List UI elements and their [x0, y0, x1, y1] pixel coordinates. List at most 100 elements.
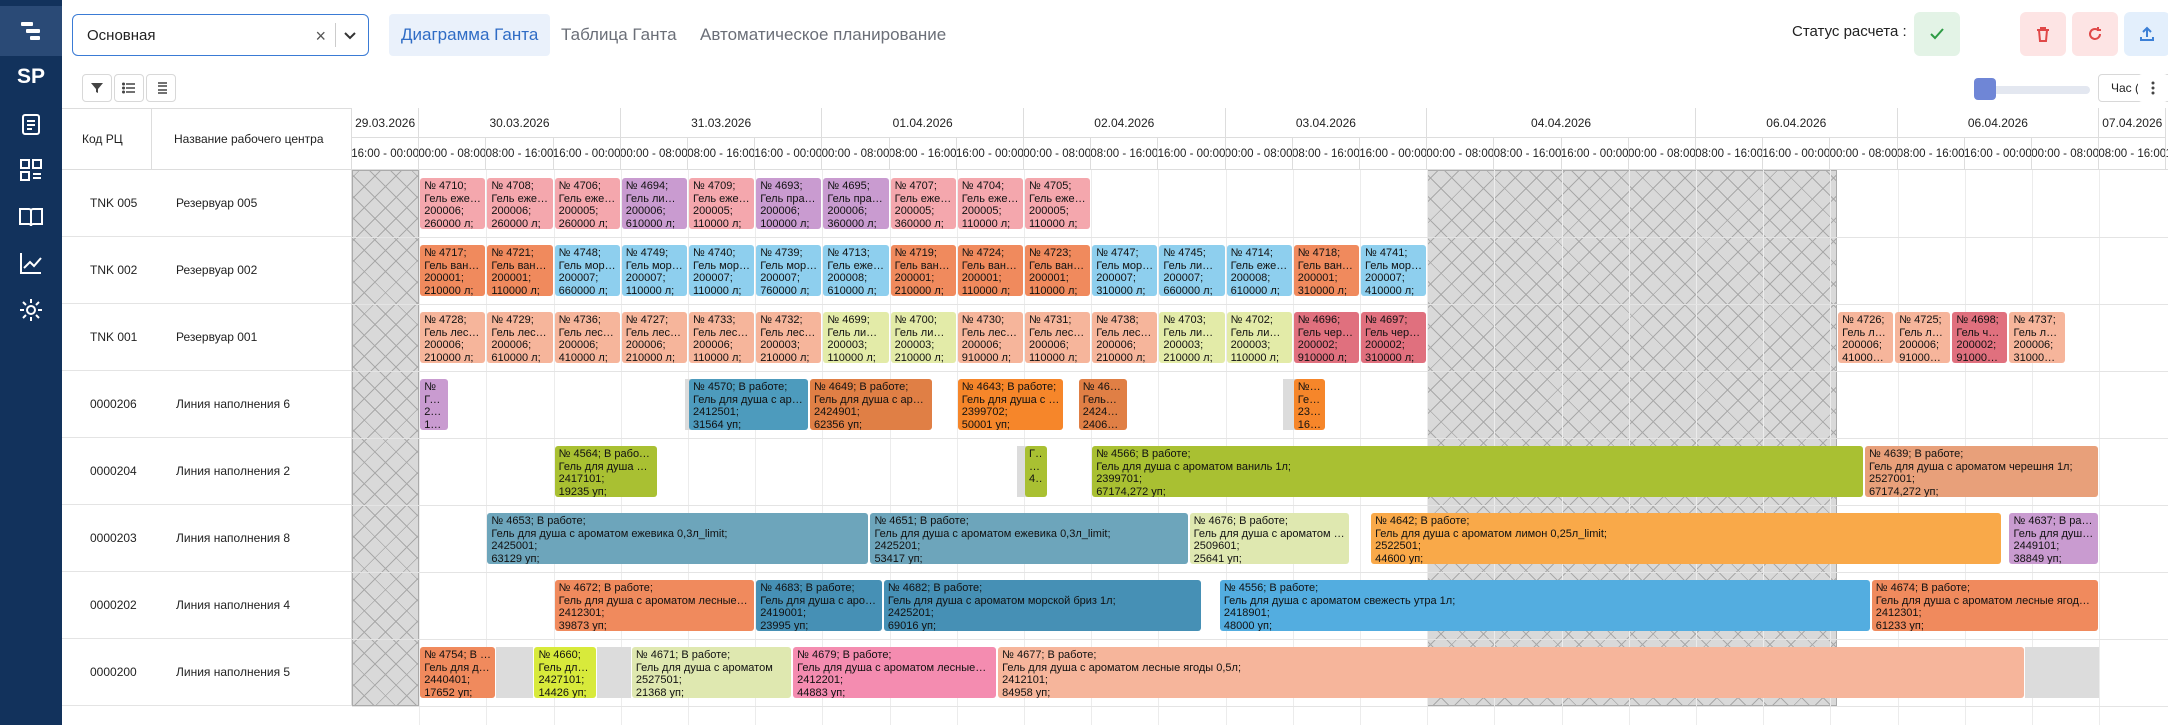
task-bar[interactable]: № 4676; В работе; Гель для душа с аромато… — [1189, 513, 1349, 564]
work-center-code[interactable]: TNK 005 — [62, 170, 152, 237]
orders-nav-item[interactable] — [0, 99, 62, 149]
task-bar[interactable]: № 4674; В работе; Гель для душа с аромато… — [1871, 580, 2099, 631]
task-bar[interactable]: № 4726;Гель лес…200006;410000 л; — [1838, 312, 1894, 363]
task-bar[interactable]: № 4677; В работе; Гель для душа с аромато… — [998, 647, 2025, 698]
task-bar[interactable]: № 4739; Гель мор… 200007; 760000 л; — [756, 245, 822, 296]
task-bar[interactable]: № 4643; В работе;Гель для душа с аро…239… — [957, 379, 1064, 430]
task-bar[interactable]: № 4717; Гель ван… 200001; 210000 л; — [420, 245, 486, 296]
task-bar[interactable]: № 4564; В работе; Гель для душа с… 2417101… — [554, 446, 657, 497]
sp-logo[interactable]: SP — [16, 65, 45, 88]
task-bar[interactable]: № 4672; В работе; Гель для душа с аромато… — [554, 580, 755, 631]
task-bar[interactable]: № 4682; В работе; Гель для душа с аромато… — [883, 580, 1202, 631]
more-button[interactable] — [2138, 74, 2168, 102]
task-bar[interactable]: № 4713; Гель еже… 200008; 610000 л; — [823, 245, 889, 296]
work-center-code[interactable]: 0000202 — [62, 572, 152, 639]
task-bar[interactable]: № 4698;Гель чер…200002;910000 л; — [1952, 312, 2008, 363]
task-bar[interactable]: № 4671; В работе; Гель для душа с аромато… — [631, 647, 792, 698]
tab-gantt-chart[interactable]: Диаграмма Ганта — [389, 14, 551, 56]
task-bar[interactable]: № 4642; В работе; Гель для душа с аромато… — [1371, 513, 2001, 564]
task-bar[interactable]: № 4747; Гель мор… 200007; 310000 л; — [1092, 245, 1158, 296]
task-bar[interactable]: № 4695; Гель пра… 200006; 360000 л; — [823, 178, 889, 229]
task-bar[interactable]: № 4637; В работе;Гель для душа …2449101;… — [2009, 513, 2099, 564]
task-bar[interactable]: № 4728; Гель лес… 200006; 210000 л; — [420, 312, 486, 363]
task-bar[interactable]: № 4740; Гель мор… 200007; 110000 л; — [689, 245, 755, 296]
zoom-slider-track[interactable] — [1982, 86, 2090, 94]
task-bar[interactable]: № 4748; Гель мор… 200007; 660000 л; — [554, 245, 620, 296]
task-bar[interactable]: № 4705; Гель еже… 200005; 110000 л; — [1025, 178, 1091, 229]
task-bar[interactable]: № 4709; Гель еже… 200005; 110000 л; — [689, 178, 755, 229]
dashboard-nav-item[interactable] — [0, 145, 62, 195]
task-bar[interactable]: № 4706; Гель еже… 200005; 260000 л; — [554, 178, 620, 229]
delete-button[interactable] — [2020, 12, 2066, 56]
task-bar[interactable]: № 4699; Гель лим… 200003; 110000 л; — [823, 312, 889, 363]
task-bar[interactable]: №… Ге… 23… 16… — [1293, 379, 1326, 430]
task-bar[interactable]: № 4703; Гель лим… 200003; 210000 л; — [1159, 312, 1225, 363]
task-bar[interactable]: № 4719; Гель ван… 200001; 210000 л; — [890, 245, 956, 296]
work-center-name[interactable]: Линия наполнения 6 — [152, 371, 352, 438]
clear-icon[interactable]: × — [315, 26, 326, 46]
task-bar[interactable]: № 4737;Гель лес…200006;310000 л; — [2009, 312, 2065, 363]
task-bar[interactable]: № 4724; Гель ван… 200001; 110000 л; — [957, 245, 1023, 296]
task-bar[interactable]: № 4700; Гель лим… 200003; 210000 л; — [890, 312, 956, 363]
detail-list-button[interactable] — [146, 74, 176, 102]
task-bar[interactable]: № 4725;Гель лес…200006;910000 л; — [1895, 312, 1951, 363]
task-bar[interactable]: № 4696; Гель чер… 200002; 910000 л; — [1293, 312, 1359, 363]
work-center-name[interactable]: Линия наполнения 8 — [152, 505, 352, 572]
export-button[interactable] — [2124, 12, 2168, 56]
work-center-name[interactable]: Линия наполнения 4 — [152, 572, 352, 639]
task-bar[interactable]: № 4566; В работе; Гель для душа с аромато… — [1092, 446, 1863, 497]
task-bar[interactable]: № 4723; Гель ван… 200001; 110000 л; — [1025, 245, 1091, 296]
task-bar[interactable]: № 4729; Гель лес… 200006; 610000 л; — [487, 312, 553, 363]
task-bar[interactable]: № 4730; Гель лес… 200006; 910000 л; — [957, 312, 1023, 363]
task-bar[interactable]: № 4649; В работе; Гель для душа с аро… 242… — [809, 379, 933, 430]
calc-status-ok-button[interactable] — [1914, 12, 1960, 56]
chevron-down-icon[interactable] — [342, 27, 358, 43]
task-bar[interactable]: № 4679; В работе; Гель для душа с аромато… — [793, 647, 997, 698]
work-center-code[interactable]: TNK 001 — [62, 304, 152, 371]
work-center-name[interactable]: Линия наполнения 2 — [152, 438, 352, 505]
task-bar[interactable]: № 4741; Гель мор… 200007; 410000 л; — [1361, 245, 1427, 296]
task-bar[interactable]: № 4710; Гель еже… 200006; 260000 л; — [420, 178, 486, 229]
task-bar[interactable]: № 4556; В работе; Гель для душа с аромато… — [1219, 580, 1870, 631]
tab-auto-planning[interactable]: Автоматическое планирование — [700, 25, 947, 44]
task-bar[interactable]: № 4653; В работе; Гель для душа с аромато… — [487, 513, 869, 564]
task-bar[interactable]: № 4651; В работе; Гель для душа с аромато… — [870, 513, 1188, 564]
work-center-code[interactable]: TNK 002 — [62, 237, 152, 304]
work-center-name[interactable]: Резервуар 002 — [152, 237, 352, 304]
task-bar[interactable]: № 4660; Гель для… 2427101; 14426 уп; — [534, 647, 597, 698]
task-bar[interactable]: № 4644; Гель… 24249… 24060… — [1078, 379, 1128, 430]
gantt-nav-item[interactable] — [0, 6, 62, 56]
task-bar[interactable]: № 4754; В р… Гель для ду… 2440401; 17652 уп… — [420, 647, 496, 698]
task-bar[interactable]: № 4697; Гель чер… 200002; 310000 л; — [1361, 312, 1427, 363]
analytics-nav-item[interactable] — [0, 238, 62, 288]
task-bar[interactable]: № 4714; Гель еже… 200008; 610000 л; — [1226, 245, 1292, 296]
work-center-code[interactable]: 0000206 — [62, 371, 152, 438]
task-bar[interactable]: № 4721; Гель ван… 200001; 110000 л; — [487, 245, 553, 296]
task-bar[interactable]: № 4683; В работе; Гель для душа с аро… 241… — [756, 580, 882, 631]
task-bar[interactable]: № 4733; Гель лес… 200006; 110000 л; — [689, 312, 755, 363]
work-center-name[interactable]: Линия наполнения 5 — [152, 639, 352, 706]
task-bar[interactable]: № 4707; Гель еже… 200005; 360000 л; — [890, 178, 956, 229]
plan-select[interactable]: Основная × — [72, 14, 369, 56]
task-bar[interactable]: № 4639; В работе; Гель для душа с аромато… — [1865, 446, 2099, 497]
zoom-slider-handle[interactable] — [1974, 78, 1996, 100]
task-bar[interactable]: Г……4… — [1025, 446, 1047, 497]
task-bar[interactable]: № 4736; Гель лес… 200006; 410000 л; — [554, 312, 620, 363]
task-bar[interactable]: № 4738; Гель лес… 200006; 210000 л; — [1092, 312, 1158, 363]
work-center-code[interactable]: 0000203 — [62, 505, 152, 572]
task-bar[interactable]: № 4727; Гель лес… 200006; 210000 л; — [621, 312, 687, 363]
settings-nav-item[interactable] — [0, 285, 62, 335]
task-bar[interactable]: № 4704; Гель еже… 200005; 110000 л; — [957, 178, 1023, 229]
task-bar[interactable]: № 4732; Гель лес… 200003; 210000 л; — [756, 312, 822, 363]
task-bar[interactable]: № 4749; Гель мор… 200007; 110000 л; — [621, 245, 687, 296]
refresh-button[interactable] — [2072, 12, 2118, 56]
task-bar[interactable]: № 4694; Гель лим… 200006; 610000 л; — [621, 178, 687, 229]
tab-gantt-table[interactable]: Таблица Ганта — [561, 25, 677, 44]
task-bar[interactable]: № 4570; В работе; Гель для душа с аро… 241… — [689, 379, 808, 430]
list-view-button[interactable] — [114, 74, 144, 102]
task-bar[interactable]: № 4718; Гель ван… 200001; 310000 л; — [1293, 245, 1359, 296]
work-center-code[interactable]: 0000204 — [62, 438, 152, 505]
work-center-code[interactable]: 0000200 — [62, 639, 152, 706]
task-bar[interactable]: № 4745; Гель лим… 200007; 660000 л; — [1159, 245, 1225, 296]
task-bar[interactable]: № 4708; Гель еже… 200006; 260000 л; — [487, 178, 553, 229]
